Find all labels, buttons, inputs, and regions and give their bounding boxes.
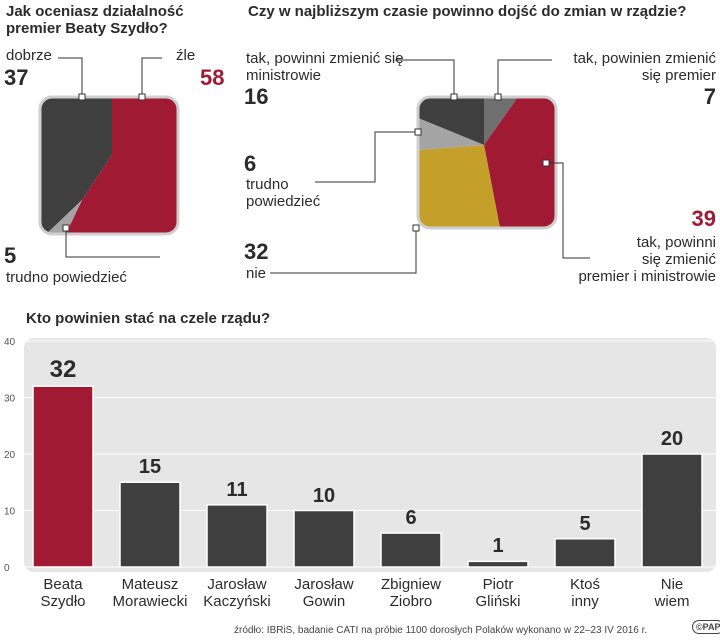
bar [293,509,355,568]
q1-title: Jak oceniasz działalność premier Beaty S… [6,3,184,37]
category-label-line: Gowin [302,593,346,610]
y-tick-label: 30 [4,394,16,405]
bar [641,453,703,568]
q2-both-value: 39 [691,206,716,231]
q1-good-value: 37 [4,65,29,90]
q1-good-label: dobrze [6,47,52,64]
bar-value-label: 5 [579,512,591,535]
source-note: źródło: IBRiS, badanie CATI na próbie 11… [234,625,648,636]
category-label-line: Szydło [40,593,86,610]
bar-chart-panel [24,338,716,572]
y-tick-label: 20 [4,450,16,461]
y-tick-label: 0 [4,563,10,574]
category-label-line: Piotr [482,576,514,593]
bar-value-label: 6 [405,507,417,530]
category-label-line: Morawiecki [112,593,188,610]
category-label: Piotr Gliński [450,576,546,610]
category-label: Jarosław Kaczyński [189,576,285,610]
q2-no-label: nie [246,265,267,282]
q1-slice-good [40,97,112,234]
category-label-line: Ktoś [569,576,600,593]
y-tick-label: 40 [4,337,16,348]
q1-unsure-label: trudno powiedzieć [6,269,127,286]
bar-value-label: 1 [492,535,504,558]
q2-both-label: tak, powinni się zmienić premier i minis… [578,234,716,285]
bar [554,538,616,568]
category-label-line: Jarosław [294,576,354,593]
category-label-line: wiem [654,593,690,610]
q2-slice-both [484,97,556,228]
category-label: Nie wiem [624,576,720,610]
bar [119,481,181,568]
q1-bad-label: źle [176,47,196,64]
bar-value-label: 20 [660,428,684,450]
bar-value-label: 15 [138,456,162,479]
category-label-line: Gliński [475,593,521,610]
bar-value-label: 11 [226,478,248,501]
q2-no-value: 32 [244,239,269,264]
category-label: Jarosław Gowin [276,576,372,610]
bar-chart-title: Kto powinien stać na czele rządu? [26,310,271,327]
q2-slice-ministers [418,97,484,145]
category-label-line: Nie [660,576,684,593]
q2-title: Czy w najbliższym czasie powinno dojść d… [248,3,687,20]
q2-ministers-label: tak, powinni zmienić się ministrowie [246,50,404,84]
bar [380,532,442,568]
q2-unsure-label: trudno powiedzieć [246,176,321,210]
q2-slice-no [418,145,500,228]
q2-unsure-value: 6 [244,151,257,176]
q1-unsure-value: 5 [4,243,17,268]
category-label: Ktoś inny [537,576,633,610]
q2-premier-label: tak, powinien zmienić się premier [573,50,716,84]
category-label-line: inny [571,593,599,610]
category-label-line: Jarosław [207,576,267,593]
q2-ministers-value: 16 [244,84,269,109]
bar-value-label: 32 [49,356,77,384]
category-label-line: Zbigniew [380,576,442,593]
y-tick-label: 10 [4,507,16,518]
bar [467,560,529,568]
pap-logo: ©PAP [692,620,720,636]
q2-premier-value: 7 [703,84,716,109]
bar [206,504,268,568]
category-label: Zbigniew Ziobro [363,576,459,610]
category-label: Mateusz Morawiecki [102,576,198,610]
category-label-line: Beata [43,576,83,593]
category-label-line: Ziobro [389,593,433,610]
q1-slice-bad [63,97,178,234]
bar [32,385,94,568]
category-label-line: Mateusz [121,576,179,593]
q1-slice-unsure [40,200,82,234]
category-label-line: Kaczyński [203,593,271,610]
category-label: Beata Szydło [15,576,111,610]
bar-value-label: 10 [312,484,336,507]
q1-bad-value: 58 [200,65,225,90]
q2-slice-unsure [418,118,484,150]
